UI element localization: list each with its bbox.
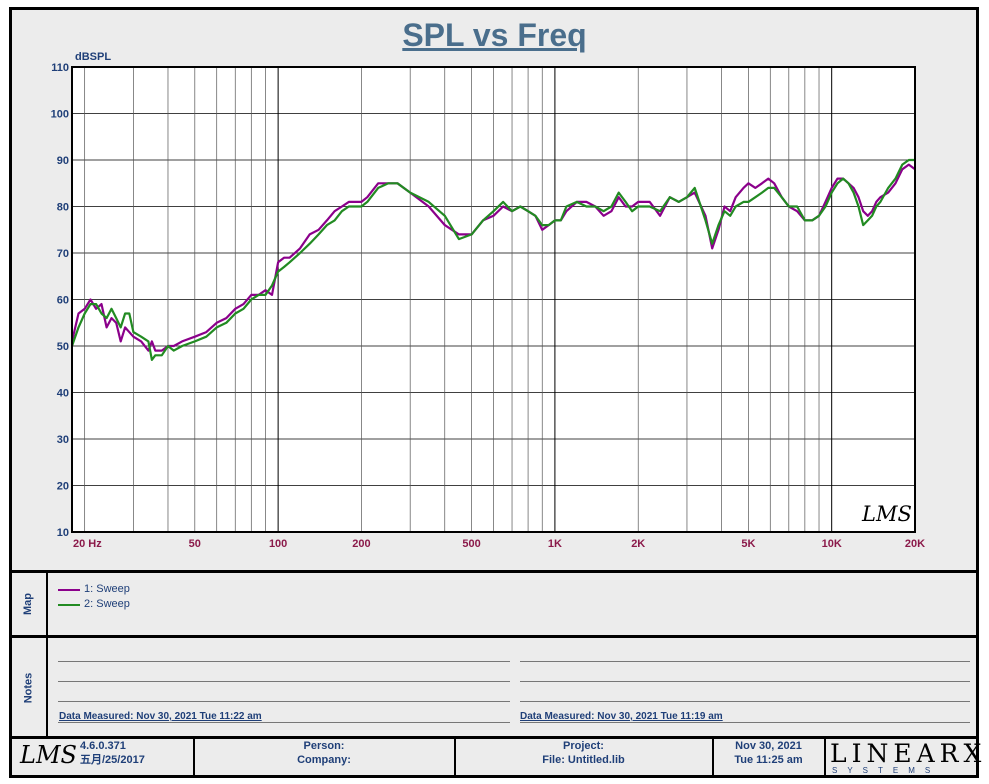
note-line: [58, 681, 510, 682]
note-line: [58, 701, 510, 702]
file-label: File: Untitled.lib: [542, 754, 625, 766]
y-tick-label: 30: [57, 434, 69, 446]
version-number: 4.6.0.371: [80, 740, 126, 752]
chart-title: SPL vs Freq: [402, 17, 587, 53]
lms-logo: LMS: [20, 741, 77, 769]
y-tick-label: 20: [57, 481, 69, 493]
y-tick-label: 10: [57, 527, 69, 539]
x-tick-label: 500: [462, 538, 480, 550]
grid: [72, 66, 916, 533]
footer-time: Tue 11:25 am: [734, 754, 803, 766]
person-company: Person: Company:: [196, 739, 452, 777]
note-line: [58, 661, 510, 662]
left-data-measured: Data Measured: Nov 30, 2021 Tue 11:22 am: [59, 711, 262, 722]
y-tick-label: 50: [57, 341, 69, 353]
build-date: 五月/25/2017: [80, 754, 145, 766]
right-data-measured: Data Measured: Nov 30, 2021 Tue 11:19 am: [520, 711, 723, 722]
x-tick-label: 2K: [631, 538, 645, 550]
linearx-logo: LINEARX SYSTEMS: [830, 739, 987, 775]
timestamp: Nov 30, 2021 Tue 11:25 am: [715, 739, 822, 777]
y-axis-label: dBSPL: [75, 51, 111, 63]
legend-swatch-purple: [58, 588, 80, 591]
project-label: Project:: [563, 740, 604, 752]
notes-divider: [46, 637, 48, 737]
legend: 1: Sweep 2: Sweep: [58, 582, 130, 612]
note-line: [520, 701, 970, 702]
series-line: [70, 158, 915, 361]
y-tick-label: 70: [57, 248, 69, 260]
footer-date: Nov 30, 2021: [735, 740, 802, 752]
y-tick-label: 90: [57, 155, 69, 167]
y-tick-label: 80: [57, 202, 69, 214]
legend-band: [9, 570, 979, 635]
notes-band: [9, 635, 979, 737]
spl-chart: 10 20 30 40 50 60 70 80 90 100 110 20 Hz 50 100 200 50…: [51, 51, 926, 550]
note-line: [58, 722, 510, 723]
y-tick-labels: 10 20 30 40 50 60 70 80 90 100 110: [51, 62, 69, 539]
brand-sub: SYSTEMS: [832, 766, 941, 775]
x-tick-label: 100: [269, 538, 287, 550]
x-tick-label: 10K: [822, 538, 842, 550]
brand-main: LINEARX: [830, 739, 987, 768]
footer-divider: [193, 738, 195, 778]
y-tick-label: 110: [51, 62, 69, 74]
footer-divider: [454, 738, 456, 778]
note-line: [520, 681, 970, 682]
x-tick-label: 20 Hz: [73, 538, 102, 550]
company-label: Company:: [297, 754, 351, 766]
note-line: [520, 722, 970, 723]
x-tick-label: 50: [189, 538, 201, 550]
legend-item: 2: Sweep: [58, 597, 130, 612]
footer-band: [9, 736, 979, 778]
version-info: 4.6.0.371 五月/25/2017: [80, 739, 190, 777]
x-tick-label: 200: [352, 538, 370, 550]
plot-border: [71, 66, 916, 533]
x-tick-label: 1K: [548, 538, 562, 550]
series-lines: [70, 158, 916, 361]
x-tick-label: 20K: [905, 538, 925, 550]
legend-item: 1: Sweep: [58, 582, 130, 597]
person-label: Person:: [303, 740, 345, 752]
legend-swatch-green: [58, 603, 80, 606]
legend-label: 2: Sweep: [84, 598, 130, 610]
x-tick-labels: 20 Hz 50 100 200 500 1K 2K 5K 10K 20K: [73, 538, 925, 550]
y-tick-label: 100: [51, 109, 69, 121]
project-file: Project: File: Untitled.lib: [457, 739, 710, 777]
x-tick-label: 5K: [741, 538, 755, 550]
legend-divider: [46, 572, 48, 636]
footer-divider: [824, 738, 826, 778]
y-tick-label: 40: [57, 388, 69, 400]
legend-section-label: Map: [22, 593, 34, 615]
y-tick-label: 60: [57, 295, 69, 307]
legend-label: 1: Sweep: [84, 583, 130, 595]
lms-watermark: LMS: [861, 502, 912, 526]
notes-section-label: Notes: [22, 672, 34, 704]
footer-divider: [712, 738, 714, 778]
note-line: [520, 661, 970, 662]
